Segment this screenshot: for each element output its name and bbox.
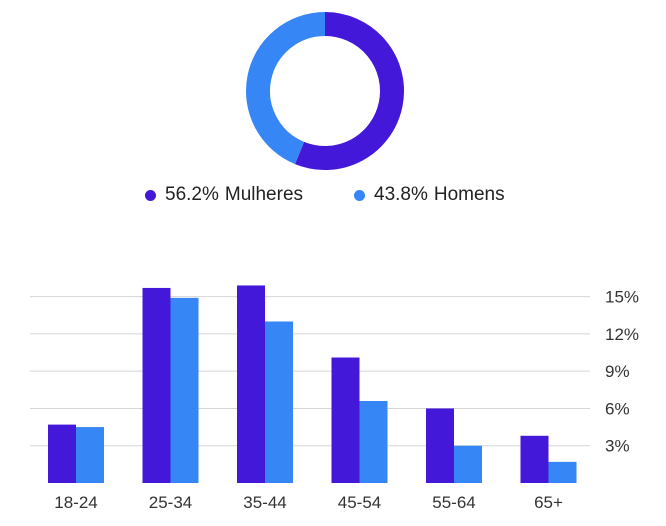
legend-swatch-homens <box>354 189 365 201</box>
y-tick-label: 9% <box>605 362 630 381</box>
y-tick-label: 6% <box>605 399 630 418</box>
bar-mulheres-55-64 <box>426 408 454 483</box>
legend-swatch-mulheres <box>145 189 156 201</box>
bar-mulheres-35-44 <box>237 285 265 483</box>
x-tick-label: 55-64 <box>432 493 475 512</box>
legend-label-homens: Homens <box>433 184 505 205</box>
bar-homens-25-34 <box>170 297 199 483</box>
bar-mulheres-65+ <box>520 435 549 483</box>
y-tick-label: 12% <box>605 325 639 344</box>
bar-homens-18-24 <box>76 427 104 483</box>
x-tick-label: 45-54 <box>338 493 381 512</box>
bar-mulheres-18-24 <box>48 424 76 483</box>
bar-homens-45-54 <box>359 401 388 483</box>
bar-homens-65+ <box>548 461 577 483</box>
bar-homens-55-64 <box>454 445 482 483</box>
x-tick-label: 18-24 <box>54 493 97 512</box>
legend-percent-homens: 43.8% <box>374 184 428 205</box>
legend-item-homens: 43.8% Homens <box>354 183 505 207</box>
legend-item-mulheres: 56.2% Mulheres <box>145 183 303 207</box>
x-tick-label: 25-34 <box>149 493 192 512</box>
age-bar-chart: 3% 6% 9% 12% 15% 18-24 25-34 35-44 45-54 55-64 65+ <box>30 285 639 512</box>
legend-percent-mulheres: 56.2% <box>165 184 219 205</box>
gender-donut-chart <box>246 12 404 170</box>
legend-label-mulheres: Mulheres <box>224 184 304 205</box>
x-tick-label: 65+ <box>534 493 563 512</box>
bar-homens-35-44 <box>265 321 293 483</box>
bar-mulheres-25-34 <box>142 287 171 483</box>
donut-slice-homens <box>246 12 326 165</box>
bar-mulheres-45-54 <box>331 357 360 483</box>
y-tick-label: 3% <box>605 437 630 456</box>
donut-slice-mulheres <box>295 12 404 170</box>
y-tick-label: 15% <box>605 288 639 307</box>
x-tick-label: 35-44 <box>243 493 286 512</box>
